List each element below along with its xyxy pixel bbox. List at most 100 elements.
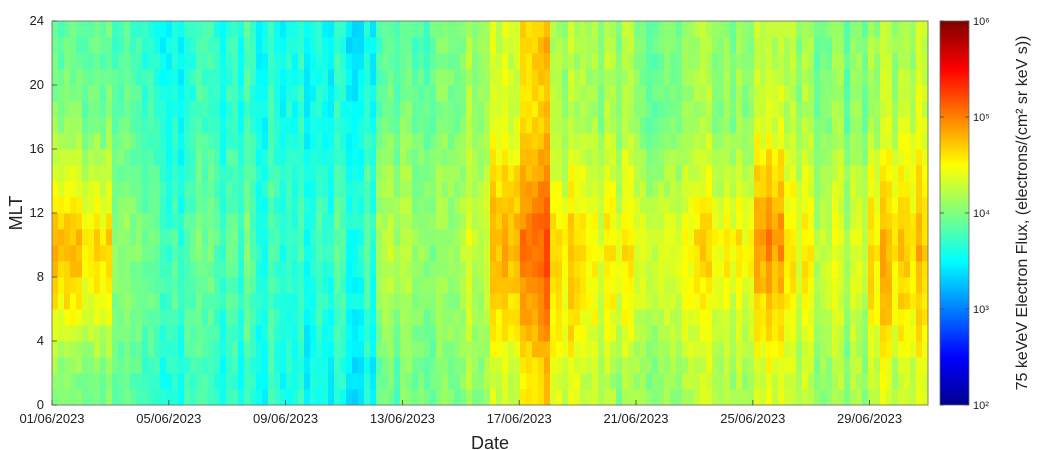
heatmap-cell bbox=[214, 85, 221, 102]
heatmap-cell bbox=[58, 21, 65, 38]
heatmap-cell bbox=[430, 197, 437, 214]
heatmap-cell bbox=[88, 245, 95, 262]
heatmap-cell bbox=[544, 293, 551, 310]
heatmap-cell bbox=[736, 37, 743, 54]
heatmap-cell bbox=[382, 245, 389, 262]
heatmap-cell bbox=[808, 229, 815, 246]
heatmap-cell bbox=[508, 389, 515, 406]
heatmap-cell bbox=[448, 261, 455, 278]
heatmap-cell bbox=[562, 309, 569, 326]
heatmap-cell bbox=[430, 341, 437, 358]
heatmap-cell bbox=[562, 277, 569, 294]
heatmap-cell bbox=[232, 245, 239, 262]
heatmap-cell bbox=[538, 341, 545, 358]
heatmap-cell bbox=[190, 229, 197, 246]
heatmap-cell bbox=[214, 229, 221, 246]
heatmap-cell bbox=[376, 389, 383, 406]
heatmap-cell bbox=[664, 181, 671, 198]
heatmap-cell bbox=[532, 341, 539, 358]
heatmap-cell bbox=[394, 341, 401, 358]
heatmap-cell bbox=[808, 37, 815, 54]
heatmap-cell bbox=[868, 325, 875, 342]
heatmap-cell bbox=[178, 37, 185, 54]
heatmap-cell bbox=[580, 117, 587, 134]
heatmap-cell bbox=[226, 229, 233, 246]
heatmap-cell bbox=[142, 117, 149, 134]
heatmap-cell bbox=[568, 373, 575, 390]
heatmap-cell bbox=[376, 101, 383, 118]
heatmap-cell bbox=[262, 229, 269, 246]
heatmap-cell bbox=[424, 21, 431, 38]
heatmap-cell bbox=[886, 229, 893, 246]
heatmap-cell bbox=[628, 53, 635, 70]
heatmap-cell bbox=[358, 69, 365, 86]
heatmap-cell bbox=[274, 357, 281, 374]
heatmap-cell bbox=[604, 149, 611, 166]
heatmap-cell bbox=[802, 341, 809, 358]
heatmap-cell bbox=[88, 69, 95, 86]
heatmap-cell bbox=[388, 197, 395, 214]
heatmap-cell bbox=[490, 101, 497, 118]
heatmap-cell bbox=[802, 213, 809, 230]
heatmap-cell bbox=[286, 53, 293, 70]
heatmap-cell bbox=[76, 309, 83, 326]
heatmap-cell bbox=[286, 69, 293, 86]
heatmap-cell bbox=[784, 261, 791, 278]
heatmap-cell bbox=[394, 229, 401, 246]
heatmap-cell bbox=[736, 245, 743, 262]
heatmap-cell bbox=[856, 389, 863, 406]
heatmap-cell bbox=[598, 165, 605, 182]
heatmap-cell bbox=[688, 101, 695, 118]
heatmap-cell bbox=[274, 69, 281, 86]
heatmap-cell bbox=[562, 69, 569, 86]
heatmap-cell bbox=[568, 149, 575, 166]
heatmap-cell bbox=[784, 69, 791, 86]
heatmap-cell bbox=[646, 373, 653, 390]
heatmap-cell bbox=[322, 373, 329, 390]
heatmap-cell bbox=[52, 373, 59, 390]
heatmap-cell bbox=[508, 149, 515, 166]
heatmap-cell bbox=[730, 101, 737, 118]
heatmap-cell bbox=[850, 37, 857, 54]
heatmap-cell bbox=[724, 229, 731, 246]
heatmap-cell bbox=[172, 229, 179, 246]
heatmap-cell bbox=[760, 277, 767, 294]
heatmap-cell bbox=[868, 277, 875, 294]
heatmap-cell bbox=[178, 213, 185, 230]
heatmap-cell bbox=[130, 37, 137, 54]
heatmap-cell bbox=[898, 197, 905, 214]
heatmap-cell bbox=[544, 149, 551, 166]
heatmap-cell bbox=[142, 325, 149, 342]
heatmap-cell bbox=[862, 37, 869, 54]
heatmap-cell bbox=[232, 213, 239, 230]
heatmap-cell bbox=[814, 101, 821, 118]
heatmap-cell bbox=[418, 341, 425, 358]
heatmap-cell bbox=[460, 357, 467, 374]
heatmap-cell bbox=[568, 181, 575, 198]
heatmap-cell bbox=[586, 277, 593, 294]
heatmap-cell bbox=[502, 85, 509, 102]
heatmap-cell bbox=[790, 341, 797, 358]
heatmap-cell bbox=[742, 245, 749, 262]
heatmap-cell bbox=[316, 389, 323, 406]
heatmap-cell bbox=[514, 149, 521, 166]
heatmap-cell bbox=[910, 389, 917, 406]
heatmap-cell bbox=[352, 181, 359, 198]
heatmap-cell bbox=[142, 357, 149, 374]
heatmap-cell bbox=[232, 261, 239, 278]
heatmap-cell bbox=[592, 165, 599, 182]
heatmap-cell bbox=[358, 229, 365, 246]
heatmap-cell bbox=[154, 309, 161, 326]
heatmap-cell bbox=[598, 389, 605, 406]
heatmap-cell bbox=[52, 133, 59, 150]
heatmap-cell bbox=[418, 389, 425, 406]
heatmap-cell bbox=[370, 325, 377, 342]
heatmap-cell bbox=[826, 277, 833, 294]
heatmap-cell bbox=[856, 245, 863, 262]
heatmap-cell bbox=[706, 101, 713, 118]
heatmap-cell bbox=[94, 165, 101, 182]
heatmap-cell bbox=[232, 229, 239, 246]
heatmap-cell bbox=[850, 133, 857, 150]
heatmap-cell bbox=[460, 53, 467, 70]
heatmap-cell bbox=[88, 293, 95, 310]
